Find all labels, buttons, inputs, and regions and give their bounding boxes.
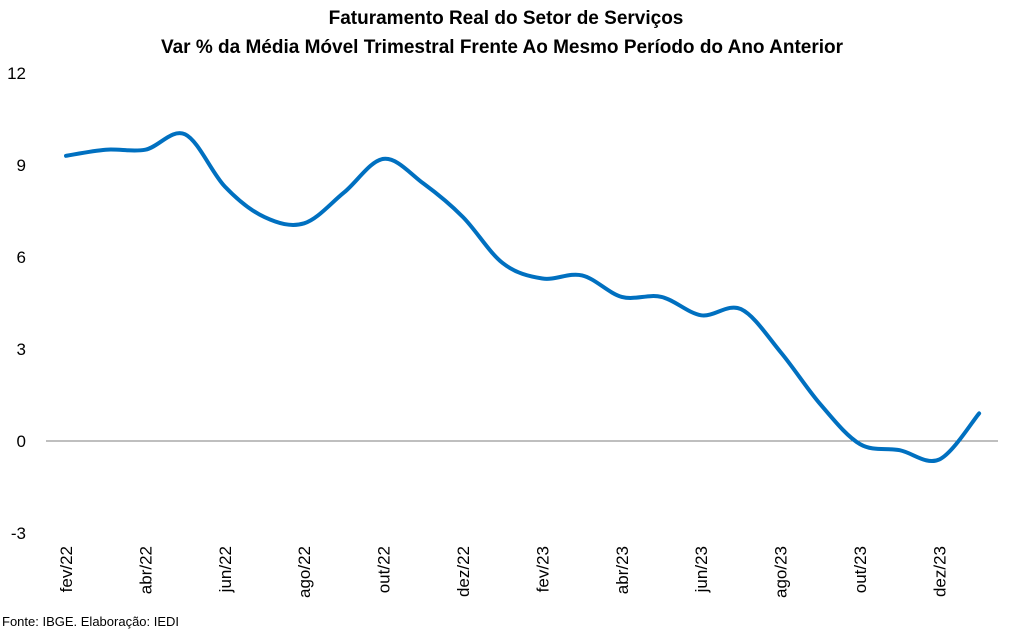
y-axis: 12 9 6 3 0 -3 xyxy=(7,64,26,543)
chart-subtitle: Var % da Média Móvel Trimestral Frente A… xyxy=(161,37,844,58)
series-line xyxy=(64,131,982,463)
x-tick-label: jun/23 xyxy=(692,546,711,593)
x-tick-label: out/22 xyxy=(375,546,394,593)
y-tick-label: 12 xyxy=(7,64,26,83)
x-tick-label: fev/22 xyxy=(57,546,76,592)
x-tick-label: dez/22 xyxy=(454,546,473,597)
x-tick-label: out/23 xyxy=(851,546,870,593)
x-tick-label: jun/22 xyxy=(216,546,235,593)
x-tick-label: abr/22 xyxy=(136,546,155,594)
x-axis: fev/22 abr/22 jun/22 ago/22 out/22 dez/22 fev/… xyxy=(57,546,949,598)
x-tick-label: ago/23 xyxy=(772,546,791,598)
y-tick-label: 3 xyxy=(17,340,26,359)
x-tick-label: dez/23 xyxy=(930,546,949,597)
plot-area xyxy=(46,131,998,463)
x-tick-label: abr/23 xyxy=(613,546,632,594)
chart-title: Faturamento Real do Setor de Serviços xyxy=(329,8,684,29)
source-note: Fonte: IBGE. Elaboração: IEDI xyxy=(2,614,179,629)
y-tick-label: 0 xyxy=(17,432,26,451)
x-tick-label: fev/23 xyxy=(533,546,552,592)
y-tick-label: -3 xyxy=(11,524,26,543)
y-tick-label: 6 xyxy=(17,248,26,267)
y-tick-label: 9 xyxy=(17,156,26,175)
x-tick-label: ago/22 xyxy=(295,546,314,598)
